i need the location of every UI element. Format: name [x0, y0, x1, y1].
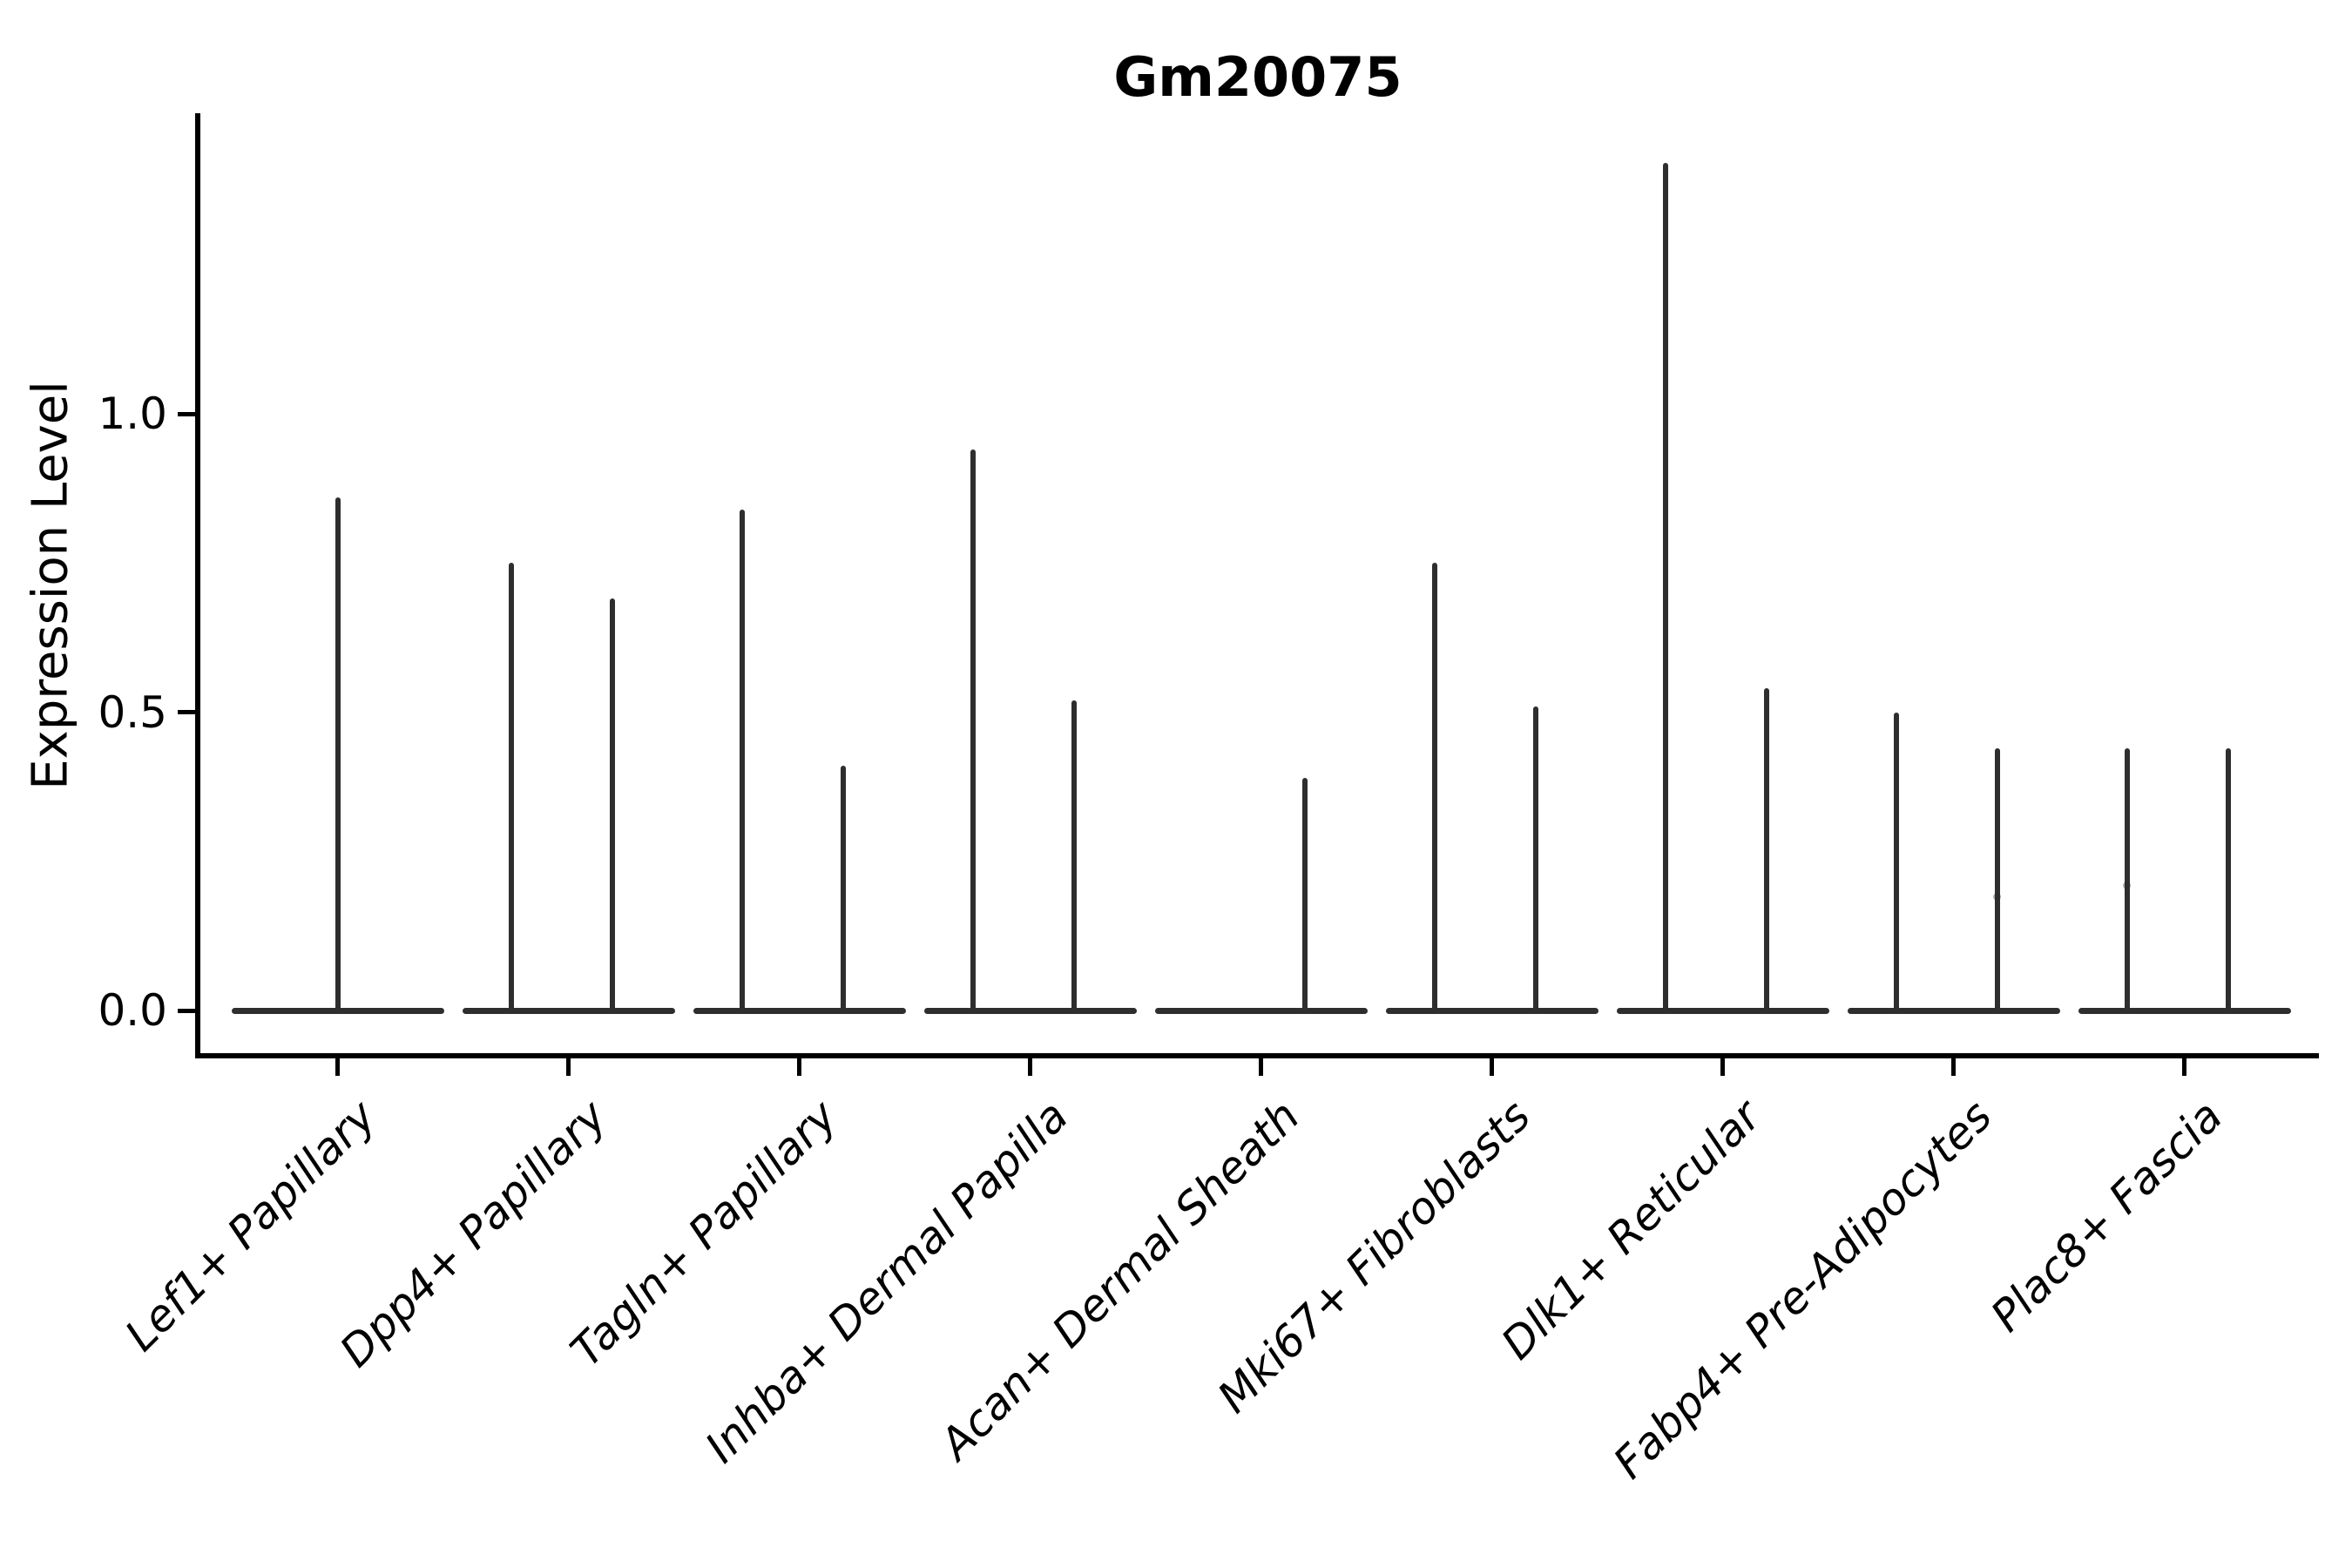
violin-baseline: [1847, 1007, 2060, 1014]
violin-spike: [1763, 688, 1769, 1012]
x-tick-label: Plac8+ Fascia: [1981, 1091, 2233, 1342]
chart-title: Gm20075: [1113, 45, 1402, 109]
violin-marker-dot: [2123, 881, 2131, 889]
violin-spike: [1532, 706, 1538, 1012]
violin-baseline: [1385, 1007, 1598, 1014]
violin-spike: [1301, 777, 1308, 1012]
violin-spike: [1431, 563, 1437, 1012]
violin-spike: [970, 449, 976, 1012]
x-tick-mark: [797, 1057, 801, 1076]
x-tick-label: Lef1+ Papillary: [115, 1091, 386, 1362]
violin-spike: [840, 766, 846, 1012]
violin-baseline: [1616, 1007, 1829, 1014]
violin-spike: [1893, 712, 1899, 1012]
x-axis-spine: [195, 1053, 2319, 1058]
violin-spike: [1994, 747, 2000, 1012]
violin-spike: [609, 598, 615, 1012]
violin-baseline: [462, 1007, 675, 1014]
x-tick-mark: [1951, 1057, 1956, 1076]
violin-baseline: [1154, 1007, 1368, 1014]
y-tick-mark: [178, 710, 196, 714]
y-tick-label: 1.0: [98, 389, 167, 439]
violin-baseline: [923, 1007, 1137, 1014]
violin-baseline: [2078, 1007, 2291, 1014]
x-tick-mark: [1028, 1057, 1032, 1076]
violin-spike: [1662, 163, 1668, 1012]
y-tick-label: 0.5: [98, 686, 167, 738]
x-tick-mark: [1490, 1057, 1494, 1076]
x-tick-mark: [1259, 1057, 1263, 1076]
violin-marker-dot: [1993, 893, 2001, 902]
violin-spike: [1071, 700, 1077, 1012]
y-tick-label: 0.0: [98, 985, 167, 1036]
y-tick-mark: [178, 411, 196, 416]
violin-spike: [2124, 747, 2130, 1012]
x-tick-mark: [566, 1057, 571, 1076]
violin-baseline: [693, 1007, 906, 1014]
x-tick-mark: [1720, 1057, 1725, 1076]
violin-spike: [2225, 747, 2231, 1012]
y-axis-spine: [195, 113, 200, 1058]
x-tick-mark: [2182, 1057, 2186, 1076]
violin-spike: [739, 509, 745, 1012]
violin-spike: [508, 563, 514, 1012]
x-tick-mark: [335, 1057, 340, 1076]
y-tick-mark: [178, 1008, 196, 1013]
x-tick-label: Fabp4+ Pre-Adipocytes: [1603, 1091, 2002, 1489]
violin-spike: [335, 497, 341, 1012]
